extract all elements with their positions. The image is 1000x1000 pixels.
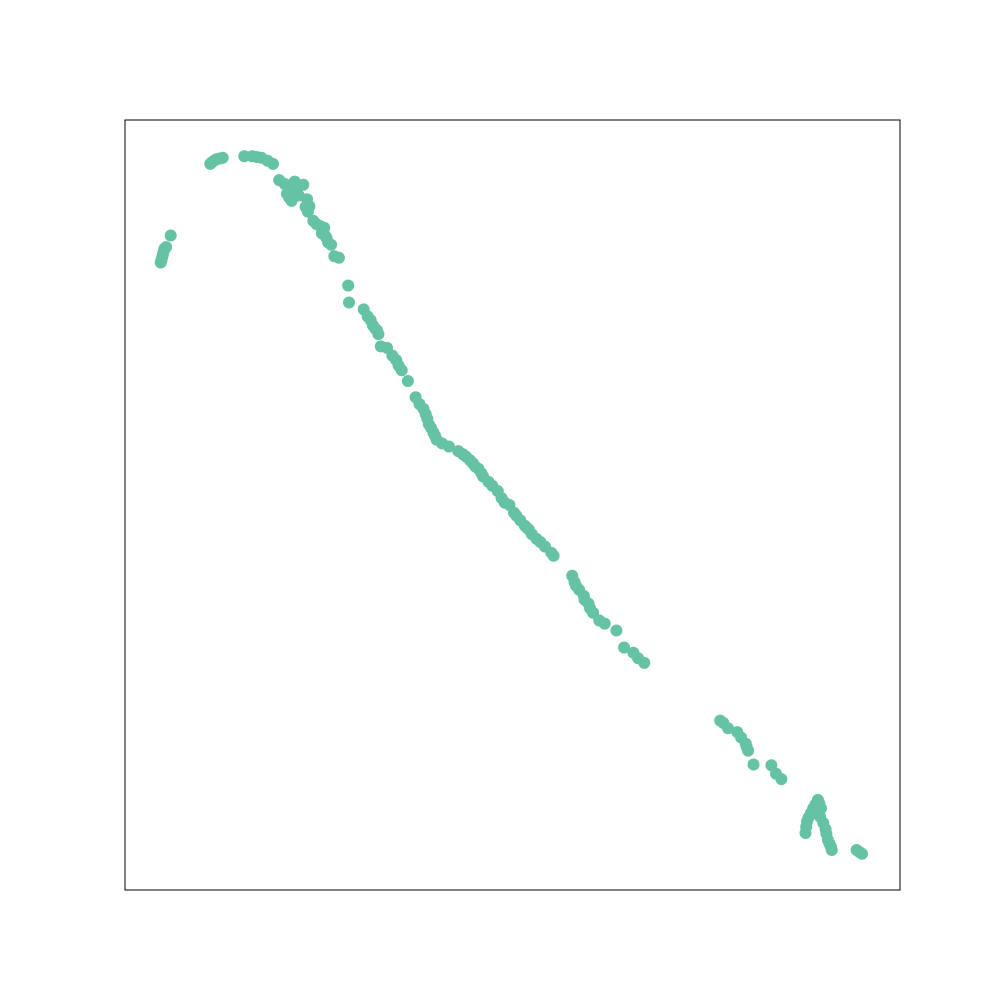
scatter-point — [638, 656, 651, 669]
plot-frame — [124, 119, 901, 891]
scatter-point — [372, 328, 385, 341]
scatter-point — [618, 641, 631, 654]
scatter-point — [856, 847, 868, 860]
scatter-point — [442, 440, 455, 453]
scatter-point — [297, 178, 310, 191]
scatter-point — [775, 773, 788, 786]
scatter-point — [722, 722, 734, 735]
points-layer — [154, 150, 868, 860]
scatter-point — [747, 758, 760, 771]
scatter-point — [742, 744, 755, 757]
scatter-point — [401, 375, 414, 387]
scatter-point — [303, 200, 316, 213]
scatter-point — [164, 229, 177, 242]
scatter-point — [216, 151, 229, 164]
scatter-point — [395, 364, 408, 377]
scatter-point — [610, 624, 623, 637]
scatter-point — [332, 251, 345, 264]
scatter-point — [342, 279, 355, 292]
scatter-point — [343, 296, 355, 309]
scatter-point — [547, 549, 560, 562]
scatter-point — [325, 238, 338, 251]
scatter-point — [825, 844, 838, 856]
scatter-point — [160, 241, 173, 254]
scatter-point — [267, 157, 279, 170]
scatter-point — [598, 617, 611, 630]
